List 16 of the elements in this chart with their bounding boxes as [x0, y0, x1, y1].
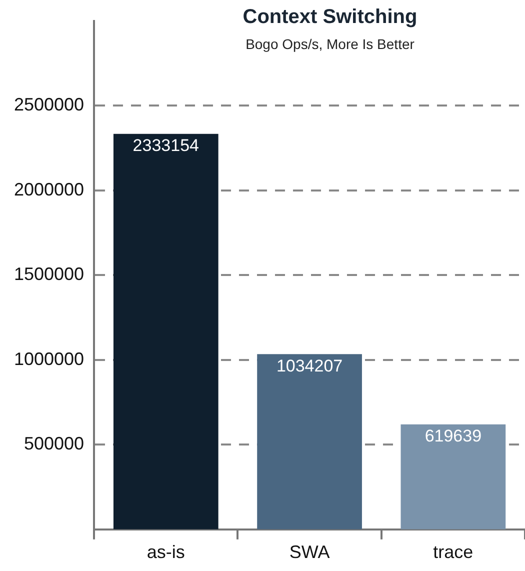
y-tick-label: 1500000: [14, 264, 84, 284]
x-tick-label: SWA: [289, 542, 330, 562]
y-tick-label: 2500000: [14, 94, 84, 115]
x-tick-label: as-is: [146, 542, 185, 562]
y-tick-label: 500000: [24, 434, 84, 454]
data-label: 2333154: [132, 136, 199, 156]
y-tick-label: 2000000: [14, 179, 84, 200]
chart-title: Context Switching: [242, 6, 418, 29]
x-tick-label: trace: [433, 542, 474, 562]
y-tick-label: 1000000: [14, 348, 84, 369]
bar: [113, 134, 218, 530]
data-label: 619639: [424, 426, 482, 446]
bar: [400, 424, 506, 530]
bar: [257, 354, 362, 530]
data-label: 1034207: [276, 356, 343, 376]
text: Bogo Ops/s, More Is Better: [244, 36, 416, 52]
